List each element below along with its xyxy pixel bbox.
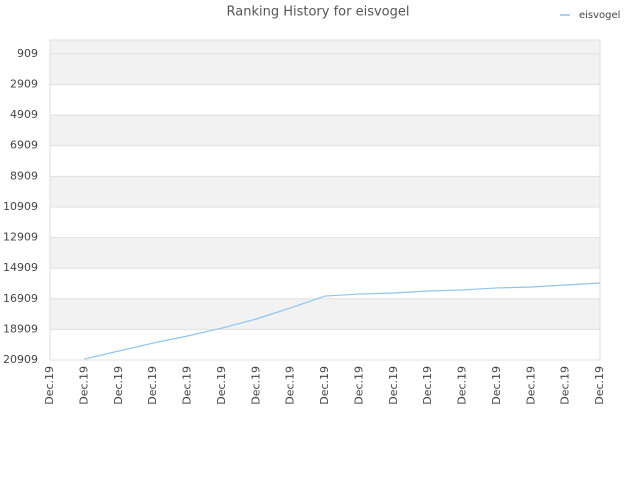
y-tick-label: 909	[17, 47, 38, 60]
legend-label: eisvogel	[579, 10, 620, 21]
grid-band	[50, 115, 600, 146]
x-tick-label: Dec.19	[112, 366, 125, 405]
grid-band	[50, 40, 600, 85]
grid-band	[50, 176, 600, 207]
x-tick-label: Dec.19	[593, 366, 606, 405]
y-tick-label: 10909	[3, 200, 38, 213]
y-tick-label: 8909	[10, 169, 38, 182]
x-tick-label: Dec.19	[77, 366, 90, 405]
y-tick-label: 14909	[3, 261, 38, 274]
x-tick-label: Dec.19	[284, 366, 297, 405]
x-tick-label: Dec.19	[43, 366, 56, 405]
x-tick-label: Dec.19	[146, 366, 159, 405]
x-tick-label: Dec.19	[456, 366, 469, 405]
x-tick-label: Dec.19	[387, 366, 400, 405]
chart-title: Ranking History for eisvogel	[227, 5, 410, 20]
grid-band	[50, 237, 600, 269]
data-line	[84, 282, 601, 360]
x-tick-label: Dec.19	[352, 366, 365, 405]
x-tick-label: Dec.19	[181, 366, 194, 405]
y-tick-label: 18909	[3, 322, 38, 335]
x-tick-label: Dec.19	[318, 366, 331, 405]
x-tick-label: Dec.19	[249, 366, 262, 405]
y-tick-label: 4909	[10, 108, 38, 121]
grid-band	[50, 298, 600, 330]
y-tick-label: 2909	[10, 78, 38, 91]
x-tick-label: Dec.19	[524, 366, 537, 405]
x-tick-label: Dec.19	[490, 366, 503, 405]
x-tick-label: Dec.19	[559, 366, 572, 405]
x-tick-label: Dec.19	[421, 366, 434, 405]
y-tick-label: 6909	[10, 139, 38, 152]
y-tick-label: 16909	[3, 292, 38, 305]
y-tick-label: 12909	[3, 231, 38, 244]
y-tick-label: 20909	[3, 353, 38, 366]
x-tick-label: Dec.19	[215, 366, 228, 405]
